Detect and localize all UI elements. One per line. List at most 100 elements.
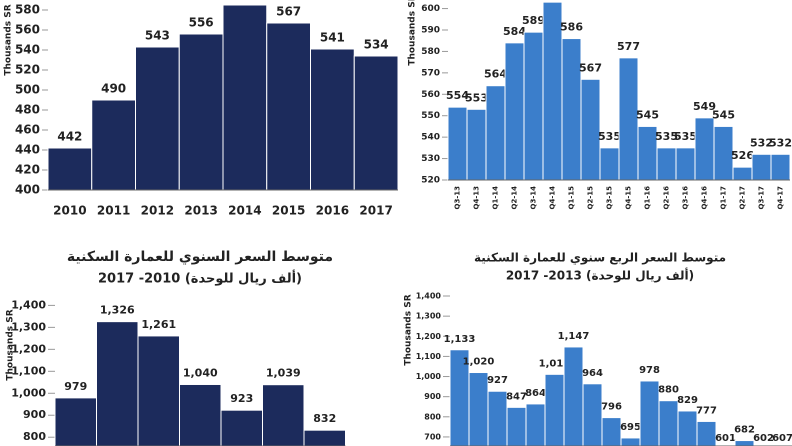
chart-subtitle: (ألف ريال للوحدة) 2013- 2017 (506, 268, 694, 284)
y-tick-label: 440 (15, 143, 40, 157)
bar (582, 383, 603, 446)
bar (266, 22, 311, 191)
chart-title: متوسط السعر الربع سنوي للعمارة السكنية (474, 251, 726, 266)
chart-title: متوسط السعر السنوي للعمارة السكنية (67, 249, 333, 266)
y-tick-label: 570 (421, 68, 440, 78)
bar (677, 410, 698, 446)
bar (178, 33, 224, 191)
bar (310, 48, 355, 191)
x-tick-label: 2015 (272, 204, 305, 218)
data-label: 1,147 (558, 331, 590, 342)
data-label: 847 (506, 391, 527, 402)
y-tick-label: 500 (15, 83, 40, 97)
data-label: 923 (230, 392, 253, 405)
y-tick-label: 600 (421, 4, 440, 14)
data-label: 1,326 (100, 304, 135, 317)
x-tick-label: Q4-13 (473, 186, 481, 210)
bar (504, 42, 525, 181)
bar (222, 4, 268, 191)
y-axis-label: Thousands SR (404, 294, 414, 365)
data-label: 564 (484, 68, 507, 81)
x-tick-label: Q4-15 (625, 186, 633, 210)
bar (96, 321, 139, 446)
y-tick-label: 520 (421, 176, 440, 186)
x-tick-label: 2013 (184, 204, 217, 218)
data-label: 964 (582, 368, 603, 379)
data-label: 1,261 (141, 318, 176, 331)
bar (179, 383, 222, 446)
data-label: 978 (639, 365, 660, 376)
data-label: 526 (731, 149, 754, 162)
y-tick-label: 460 (15, 123, 40, 137)
x-tick-label: 2011 (97, 204, 130, 218)
y-tick-label: 550 (421, 111, 440, 121)
bar (47, 147, 93, 191)
bar (675, 147, 696, 181)
data-label: 682 (734, 425, 755, 436)
data-label: 535 (674, 130, 697, 143)
y-tick-label: 420 (15, 163, 40, 177)
data-label: 556 (189, 16, 214, 30)
bar (561, 38, 582, 181)
x-tick-label: Q1-16 (644, 186, 652, 210)
data-label: 567 (579, 61, 602, 74)
x-tick-label: Q3-16 (682, 186, 690, 210)
x-tick-label: 2016 (316, 204, 349, 218)
bar (523, 31, 544, 181)
data-label: 601 (715, 433, 736, 444)
y-axis-label: Thousands SR (6, 309, 16, 380)
y-tick-label: 1,300 (416, 312, 442, 321)
y-tick-label: 520 (15, 63, 40, 77)
bar (262, 384, 305, 446)
x-tick-label: Q3-13 (454, 186, 462, 210)
x-tick-label: Q2-14 (511, 186, 519, 210)
data-label: 532 (769, 136, 792, 149)
data-label: 1,039 (266, 367, 301, 380)
data-label: 777 (696, 405, 717, 416)
bar (91, 99, 136, 191)
data-label: 534 (364, 38, 389, 52)
bar (303, 429, 346, 446)
bar (751, 153, 772, 181)
bar (135, 46, 180, 191)
data-label: 979 (64, 380, 87, 393)
x-tick-label: Q3-17 (758, 186, 766, 210)
bar (468, 372, 489, 446)
bar (656, 147, 677, 181)
x-tick-label: Q3-14 (530, 186, 538, 210)
x-tick-label: 2012 (141, 204, 174, 218)
y-tick-label: 1,000 (11, 386, 46, 399)
y-tick-label: 1,400 (416, 292, 442, 301)
bar (54, 397, 97, 446)
x-tick-label: Q1-14 (492, 186, 500, 210)
chart-subtitle: (ألف ريال للوحدة) 2010- 2017 (98, 270, 302, 287)
y-tick-label: 800 (424, 412, 441, 421)
data-label: 545 (636, 108, 659, 121)
bar (544, 373, 565, 446)
data-label: 442 (57, 130, 82, 144)
x-tick-label: Q4-14 (549, 186, 557, 210)
data-label: 553 (465, 91, 488, 104)
y-tick-label: 480 (15, 103, 40, 117)
data-label: 796 (601, 402, 622, 413)
data-label: 586 (560, 21, 583, 34)
bar (563, 346, 584, 446)
y-tick-label: 1,000 (416, 372, 442, 381)
data-label: 545 (712, 108, 735, 121)
data-label: 567 (276, 5, 301, 19)
y-tick-label: 900 (424, 392, 441, 401)
x-tick-label: Q1-17 (720, 186, 728, 210)
data-label: 832 (313, 412, 336, 425)
data-label: 1,133 (444, 334, 476, 345)
bar (694, 117, 715, 181)
bar (734, 440, 755, 446)
bar (137, 335, 180, 446)
data-label: 532 (750, 136, 773, 149)
x-tick-label: Q2-16 (663, 186, 671, 210)
y-tick-label: 700 (424, 432, 441, 441)
bar (639, 380, 660, 446)
data-label: 927 (487, 375, 508, 386)
y-tick-label: 1,200 (11, 342, 46, 355)
y-tick-label: 540 (15, 43, 40, 57)
data-label: 829 (677, 395, 698, 406)
